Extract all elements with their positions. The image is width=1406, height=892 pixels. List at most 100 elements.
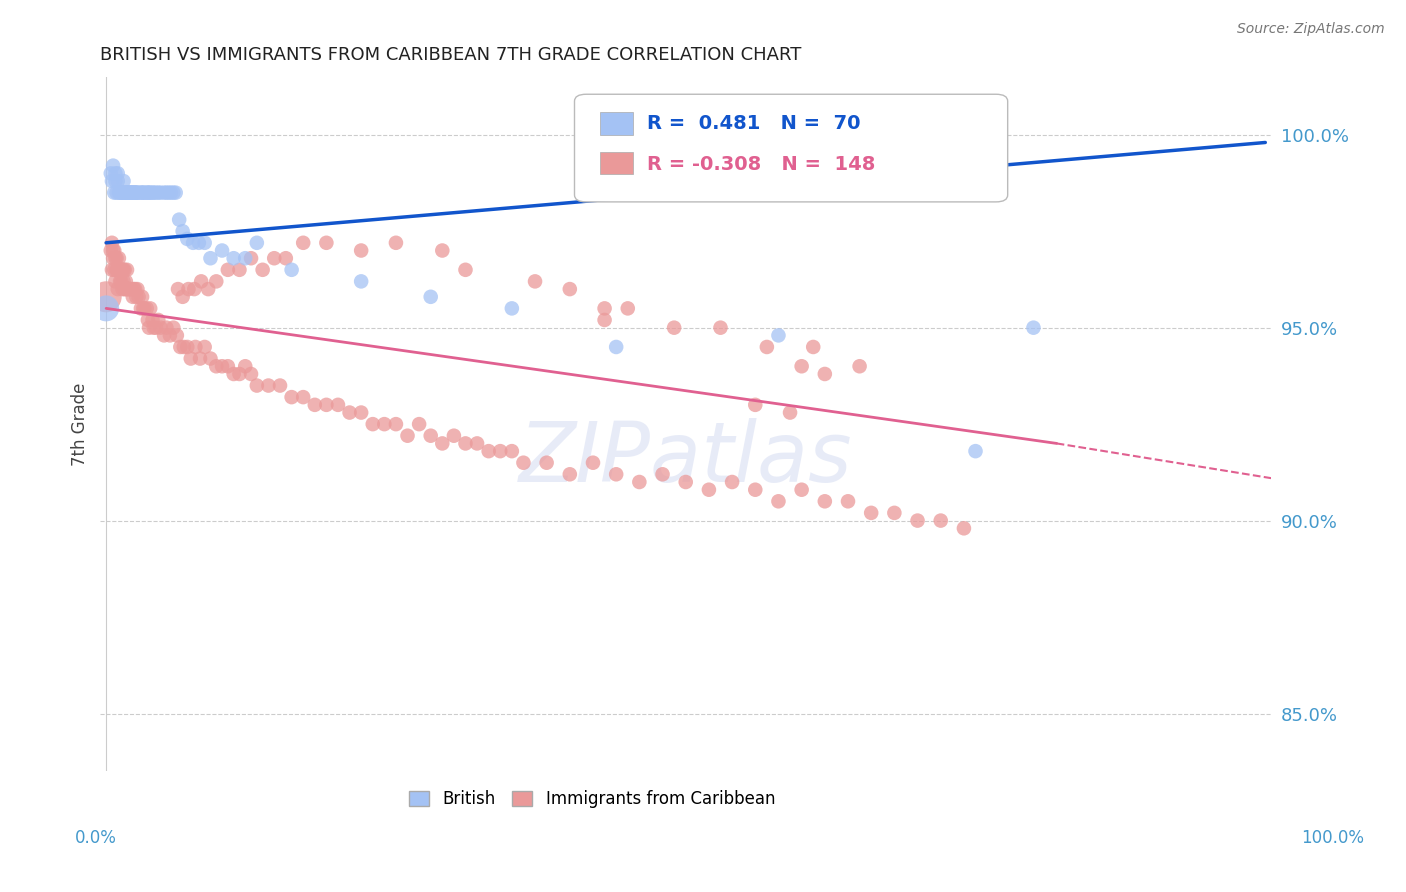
Point [115, 274, 138, 288]
Point [125, 290, 148, 304]
Point [105, 262, 128, 277]
Point [108, 274, 131, 288]
Point [860, 506, 883, 520]
Point [103, 186, 125, 200]
Point [205, 359, 228, 374]
Point [593, 313, 616, 327]
Point [768, 328, 790, 343]
Point [159, 328, 181, 343]
Point [110, 274, 132, 288]
Point [489, 444, 512, 458]
Point [120, 282, 142, 296]
Point [117, 282, 139, 296]
Point [121, 186, 143, 200]
Point [628, 475, 651, 489]
Point [651, 467, 673, 482]
Point [257, 378, 280, 392]
Point [432, 436, 454, 450]
Point [115, 262, 138, 277]
Point [153, 186, 176, 200]
Point [315, 398, 337, 412]
Point [108, 186, 131, 200]
Point [558, 282, 581, 296]
Point [180, 351, 202, 366]
Point [176, 232, 198, 246]
Point [107, 262, 129, 277]
Point [233, 251, 256, 265]
Text: BRITISH VS IMMIGRANTS FROM CARIBBEAN 7TH GRADE CORRELATION CHART: BRITISH VS IMMIGRANTS FROM CARIBBEAN 7TH… [100, 46, 801, 64]
Point [350, 244, 373, 258]
Point [228, 367, 250, 381]
Point [501, 444, 523, 458]
Text: Source: ZipAtlas.com: Source: ZipAtlas.com [1237, 22, 1385, 37]
Point [100, 244, 122, 258]
Point [121, 186, 143, 200]
Point [755, 340, 778, 354]
Text: 100.0%: 100.0% [1302, 829, 1364, 847]
Point [211, 359, 233, 374]
Point [138, 186, 160, 200]
Point [524, 274, 547, 288]
Point [136, 186, 159, 200]
Point [107, 166, 129, 180]
Point [419, 428, 441, 442]
Point [132, 301, 155, 316]
Point [108, 251, 131, 265]
Point [197, 282, 219, 296]
Point [432, 244, 454, 258]
Point [134, 301, 156, 316]
Point [155, 320, 177, 334]
Point [246, 235, 269, 250]
Point [172, 224, 194, 238]
Point [184, 340, 207, 354]
Point [478, 444, 501, 458]
Point [339, 406, 361, 420]
FancyBboxPatch shape [600, 112, 633, 135]
Point [582, 456, 605, 470]
Point [454, 262, 477, 277]
Point [744, 483, 766, 497]
Point [240, 367, 263, 381]
Point [132, 186, 155, 200]
Point [118, 186, 141, 200]
Point [112, 174, 135, 188]
Point [217, 359, 239, 374]
Point [107, 174, 129, 188]
Point [142, 320, 165, 334]
Point [326, 398, 349, 412]
Point [136, 313, 159, 327]
Point [114, 282, 136, 296]
Point [744, 398, 766, 412]
Point [111, 282, 134, 296]
Point [350, 274, 373, 288]
Point [108, 262, 131, 277]
Point [373, 417, 395, 431]
Point [814, 494, 837, 508]
Point [292, 390, 315, 404]
Point [233, 359, 256, 374]
Point [790, 359, 813, 374]
Point [200, 251, 222, 265]
Point [101, 244, 124, 258]
Point [104, 274, 127, 288]
Point [768, 494, 790, 508]
FancyBboxPatch shape [600, 152, 633, 174]
Point [194, 340, 217, 354]
Point [103, 262, 125, 277]
Point [128, 290, 150, 304]
Point [662, 320, 685, 334]
Point [228, 262, 250, 277]
FancyBboxPatch shape [575, 95, 1008, 202]
Point [697, 483, 720, 497]
Point [558, 467, 581, 482]
Point [139, 186, 162, 200]
Point [125, 186, 148, 200]
Point [512, 456, 534, 470]
Point [837, 494, 859, 508]
Text: R = -0.308   N =  148: R = -0.308 N = 148 [647, 155, 876, 174]
Point [115, 186, 138, 200]
Point [104, 174, 127, 188]
Point [121, 186, 143, 200]
Text: R =  0.481   N =  70: R = 0.481 N = 70 [647, 113, 860, 133]
Text: 0.0%: 0.0% [75, 829, 117, 847]
